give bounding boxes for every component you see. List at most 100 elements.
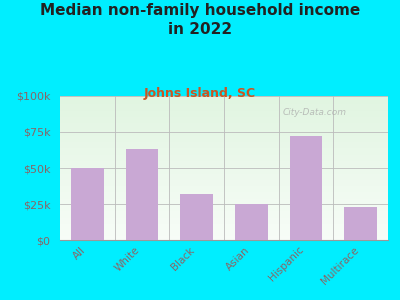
Bar (60, 144, 388, 145)
Bar (60, 145, 388, 146)
Bar (60, 194, 388, 195)
Bar (60, 103, 388, 104)
Bar (60, 226, 388, 227)
Bar (60, 212, 388, 213)
Bar (60, 169, 388, 170)
Bar (60, 143, 388, 144)
Bar (60, 216, 388, 217)
Bar (60, 110, 388, 111)
Bar (60, 153, 388, 154)
Text: City-Data.com: City-Data.com (283, 107, 347, 116)
Bar (180, 194, 213, 240)
Bar (60, 221, 388, 222)
Bar (60, 102, 388, 103)
Bar (60, 218, 388, 219)
Bar (60, 129, 388, 130)
Bar (60, 96, 388, 97)
Bar (60, 131, 388, 132)
Bar (60, 150, 388, 151)
Bar (60, 101, 388, 102)
Bar (290, 136, 322, 240)
Bar (60, 139, 388, 140)
Bar (60, 125, 388, 126)
Bar (60, 170, 388, 171)
Bar (60, 229, 388, 230)
Bar (60, 138, 388, 139)
Bar (60, 224, 388, 225)
Bar (60, 155, 388, 156)
Bar (60, 213, 388, 214)
Bar (60, 168, 388, 169)
Bar (71, 168, 104, 240)
Bar (60, 167, 388, 168)
Bar (60, 223, 388, 224)
Bar (60, 151, 388, 152)
Bar (344, 207, 377, 240)
Bar (60, 237, 388, 238)
Bar (60, 204, 388, 205)
Bar (235, 204, 268, 240)
Bar (60, 161, 388, 162)
Bar (60, 227, 388, 228)
Bar (60, 228, 388, 229)
Bar (60, 134, 388, 135)
Bar (60, 136, 388, 137)
Bar (60, 116, 388, 117)
Bar (60, 112, 388, 113)
Bar (60, 163, 388, 164)
Bar (60, 222, 388, 223)
Bar (60, 236, 388, 237)
Bar (60, 97, 388, 98)
Bar (60, 162, 388, 163)
Bar (60, 133, 388, 134)
Bar (60, 132, 388, 133)
Bar (126, 149, 158, 240)
Bar (60, 106, 388, 107)
Bar (60, 98, 388, 99)
Bar (60, 232, 388, 233)
Bar (60, 114, 388, 115)
Bar (60, 205, 388, 206)
Bar (60, 196, 388, 197)
Bar (60, 177, 388, 178)
Bar (60, 179, 388, 180)
Bar (60, 122, 388, 123)
Bar (60, 231, 388, 232)
Bar (60, 137, 388, 138)
Bar (60, 118, 388, 119)
Bar (60, 135, 388, 136)
Bar (60, 220, 388, 221)
Bar (60, 124, 388, 125)
Bar (60, 100, 388, 101)
Bar (60, 173, 388, 174)
Bar (60, 120, 388, 121)
Bar (60, 187, 388, 188)
Bar (60, 203, 388, 204)
Bar (60, 141, 388, 142)
Bar (60, 176, 388, 177)
Bar (60, 142, 388, 143)
Bar (60, 215, 388, 216)
Bar (60, 160, 388, 161)
Bar (60, 105, 388, 106)
Bar (60, 157, 388, 158)
Bar (60, 219, 388, 220)
Bar (60, 190, 388, 191)
Bar (60, 230, 388, 231)
Bar (60, 165, 388, 166)
Bar (60, 233, 388, 234)
Bar (60, 198, 388, 199)
Bar (60, 126, 388, 127)
Bar (60, 108, 388, 109)
Bar (60, 169, 388, 170)
Bar (60, 148, 388, 149)
Bar (60, 199, 388, 200)
Bar (60, 225, 388, 226)
Text: Johns Island, SC: Johns Island, SC (144, 87, 256, 100)
Bar (60, 178, 388, 179)
Bar (60, 175, 388, 176)
Bar (60, 146, 388, 147)
Bar (60, 239, 388, 240)
Bar (60, 185, 388, 186)
Bar (60, 189, 388, 190)
